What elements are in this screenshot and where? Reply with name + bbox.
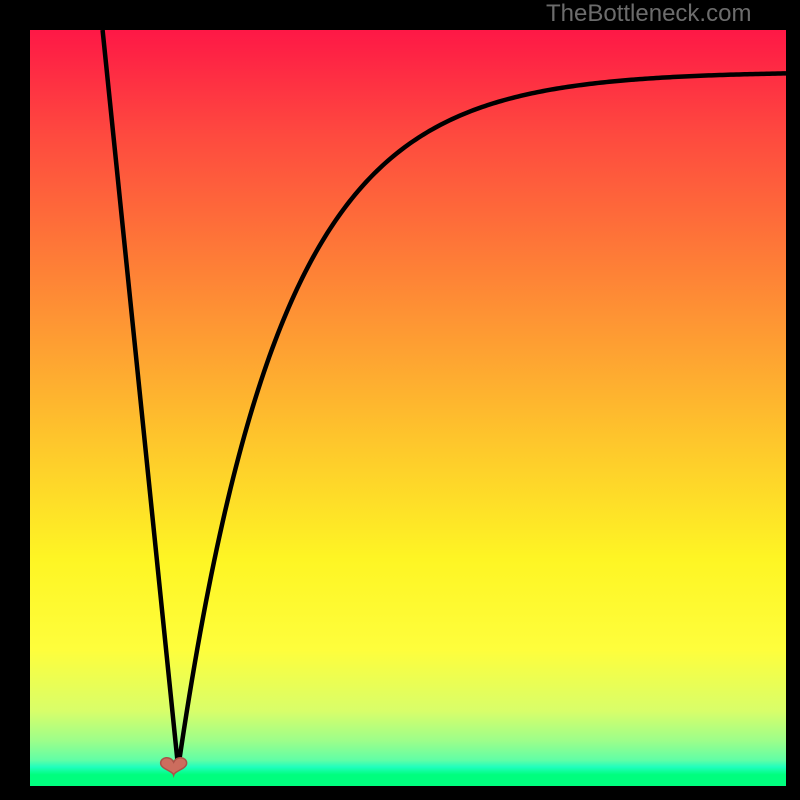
frame-right bbox=[786, 0, 800, 800]
watermark-text: TheBottleneck.com bbox=[546, 0, 751, 28]
frame-left bbox=[0, 0, 30, 800]
bottleneck-chart bbox=[0, 0, 800, 800]
frame-bottom bbox=[0, 786, 800, 800]
